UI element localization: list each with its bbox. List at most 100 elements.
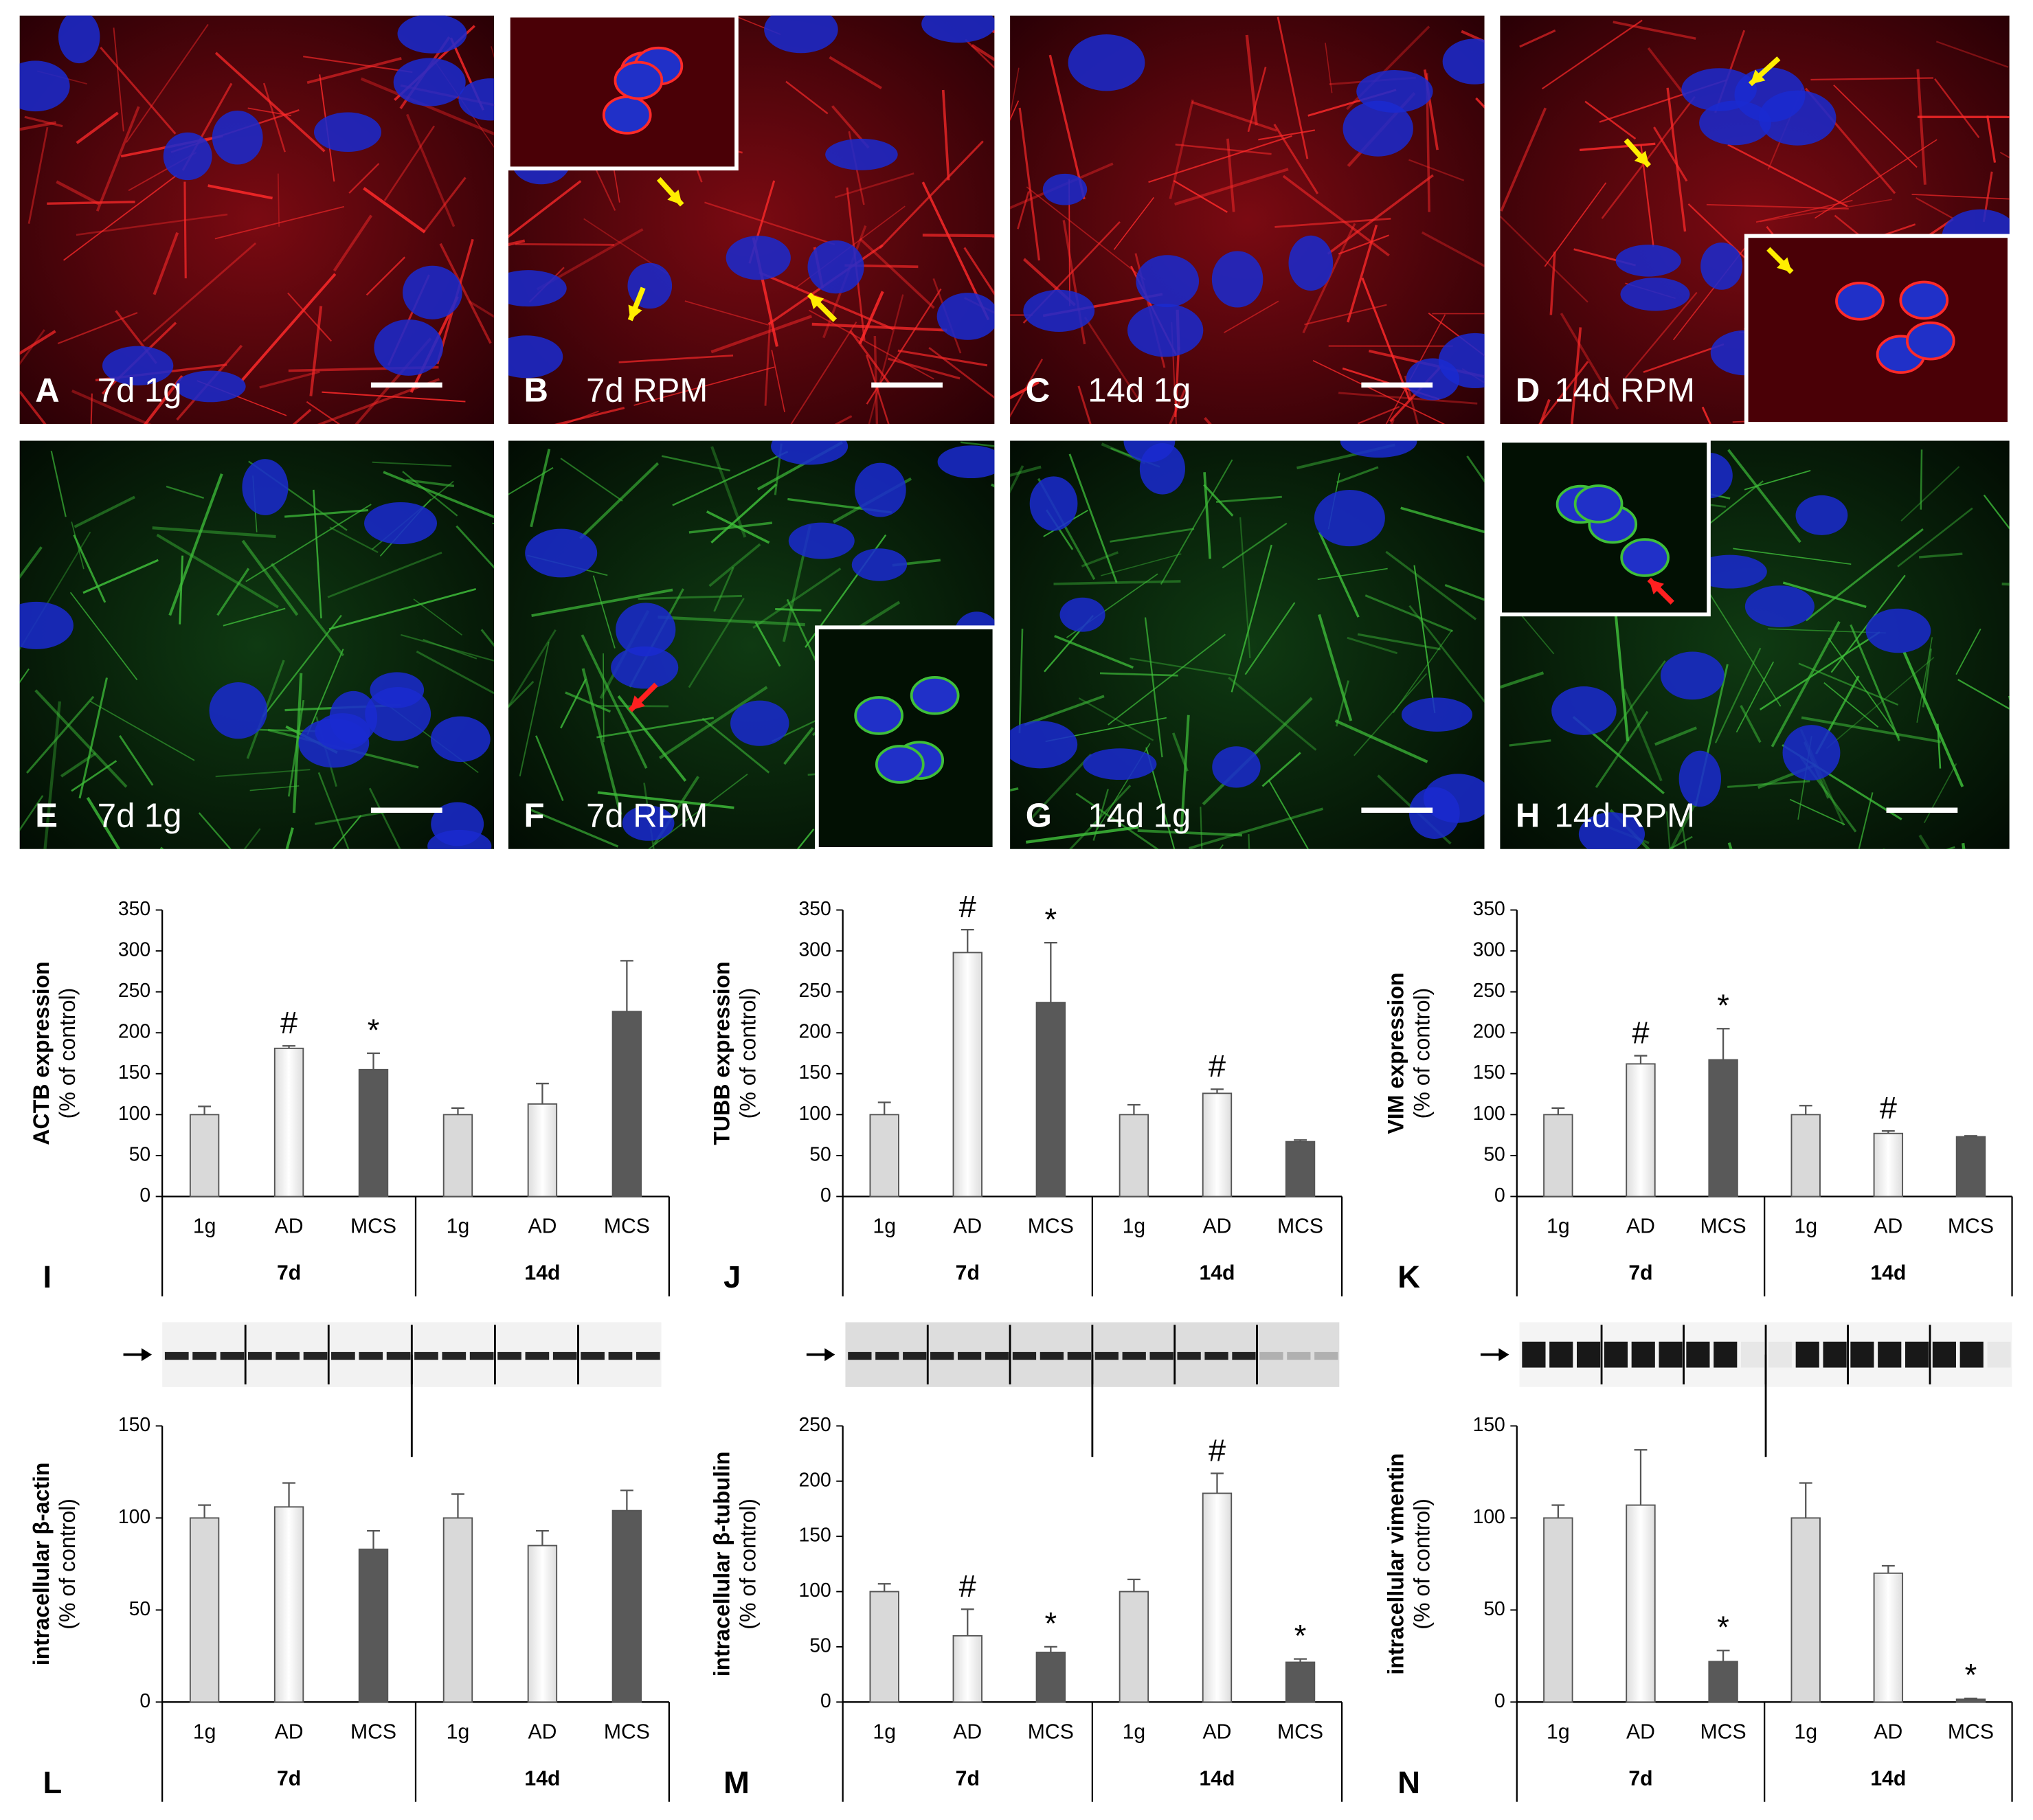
blot-band <box>1740 1341 1765 1368</box>
bar <box>273 1047 304 1198</box>
chart-letter: M <box>723 1765 750 1800</box>
fiber <box>1215 495 1282 504</box>
fiber <box>1833 85 1918 168</box>
blot-band <box>1040 1351 1064 1360</box>
fiber <box>179 555 184 625</box>
fiber <box>560 678 587 729</box>
blot-band <box>1122 1351 1146 1360</box>
y-tick-label: 150 <box>798 1061 831 1083</box>
significance-marker: # <box>959 889 976 924</box>
x-tick-label: MCS <box>604 1721 650 1744</box>
fiber <box>1624 291 1698 379</box>
fiber <box>581 634 648 769</box>
fiber <box>527 807 619 848</box>
fiber <box>865 355 890 424</box>
fiber <box>1897 507 1973 568</box>
x-tick-label: AD <box>953 1215 982 1238</box>
nucleus <box>854 462 906 517</box>
fiber <box>1231 544 1272 693</box>
fiber <box>1334 719 1428 763</box>
error-bar <box>535 1082 549 1104</box>
nucleus <box>397 15 467 54</box>
y-tick-label: 350 <box>798 897 831 919</box>
fiber <box>214 52 326 153</box>
fiber <box>76 213 228 236</box>
error-bar <box>961 1608 974 1636</box>
error-bar <box>1551 1107 1565 1115</box>
blot-band <box>1768 1341 1792 1368</box>
y-tick-label: 0 <box>1494 1689 1505 1711</box>
panel-letter: D <box>1516 372 1540 409</box>
nucleus <box>616 603 676 657</box>
fiber <box>1068 453 1118 583</box>
fiber <box>277 173 280 227</box>
nucleus <box>1356 70 1433 113</box>
blot-band <box>192 1351 216 1360</box>
group-label: 14d <box>1199 1767 1235 1790</box>
error-bar <box>877 1101 891 1115</box>
blot-band <box>608 1351 633 1360</box>
fiber <box>1354 673 1428 756</box>
fiber <box>317 772 350 849</box>
fiber <box>1500 216 1588 303</box>
arrow-head <box>1777 257 1792 273</box>
fiber <box>348 163 380 194</box>
fiber <box>1900 466 1960 522</box>
fiber <box>1364 594 1453 633</box>
fiber <box>704 201 835 245</box>
y-tick-label: 0 <box>139 1689 150 1711</box>
error-bar <box>961 928 974 953</box>
nucleus <box>242 459 289 515</box>
fiber <box>603 653 605 743</box>
fiber <box>658 616 805 627</box>
fiber <box>363 187 426 234</box>
x-tick-label: AD <box>1874 1721 1902 1744</box>
x-tick-label: MCS <box>1700 1721 1746 1744</box>
fiber <box>661 455 730 472</box>
micrograph-content <box>19 15 495 424</box>
blot-arrow-head <box>141 1348 153 1362</box>
fiber <box>401 633 495 662</box>
fiber <box>1733 548 1852 565</box>
inset-cell <box>854 696 903 735</box>
fiber <box>1601 96 1696 219</box>
fiber <box>1191 100 1277 132</box>
fiber <box>1858 792 1874 849</box>
bar <box>1543 1517 1573 1703</box>
y-tick-label: 200 <box>798 1468 831 1490</box>
x-tick-label: 1g <box>1547 1215 1570 1238</box>
blot-band <box>1259 1351 1283 1360</box>
fiber <box>1160 459 1233 585</box>
fiber <box>322 391 466 403</box>
bar <box>527 1103 558 1198</box>
x-tick-label: AD <box>528 1721 557 1744</box>
blot-band <box>1177 1351 1201 1360</box>
bar <box>1873 1572 1904 1703</box>
fiber <box>1189 807 1324 849</box>
fiber <box>1361 278 1411 401</box>
blot-band <box>1012 1351 1037 1360</box>
blot-band <box>875 1351 899 1360</box>
blot-band <box>636 1351 660 1360</box>
fiber <box>1826 657 1935 749</box>
blot-band <box>220 1351 245 1360</box>
fiber <box>1327 174 1434 255</box>
nucleus <box>1782 725 1841 780</box>
blot-band <box>1714 1341 1738 1368</box>
fiber <box>327 551 442 598</box>
blot-band <box>497 1351 521 1360</box>
fiber <box>333 214 373 272</box>
nucleus <box>1068 34 1145 91</box>
nucleus <box>212 110 263 165</box>
fiber <box>965 38 995 69</box>
blot-band <box>164 1351 189 1360</box>
fiber <box>1385 550 1477 620</box>
y-tick-label: 300 <box>1473 939 1505 960</box>
fiber <box>1338 392 1478 405</box>
fiber <box>565 691 611 713</box>
fiber <box>1669 800 1698 849</box>
x-tick-label: AD <box>1203 1215 1232 1238</box>
fiber <box>34 689 128 788</box>
fiber <box>1203 472 1212 559</box>
fiber <box>1810 77 1933 81</box>
